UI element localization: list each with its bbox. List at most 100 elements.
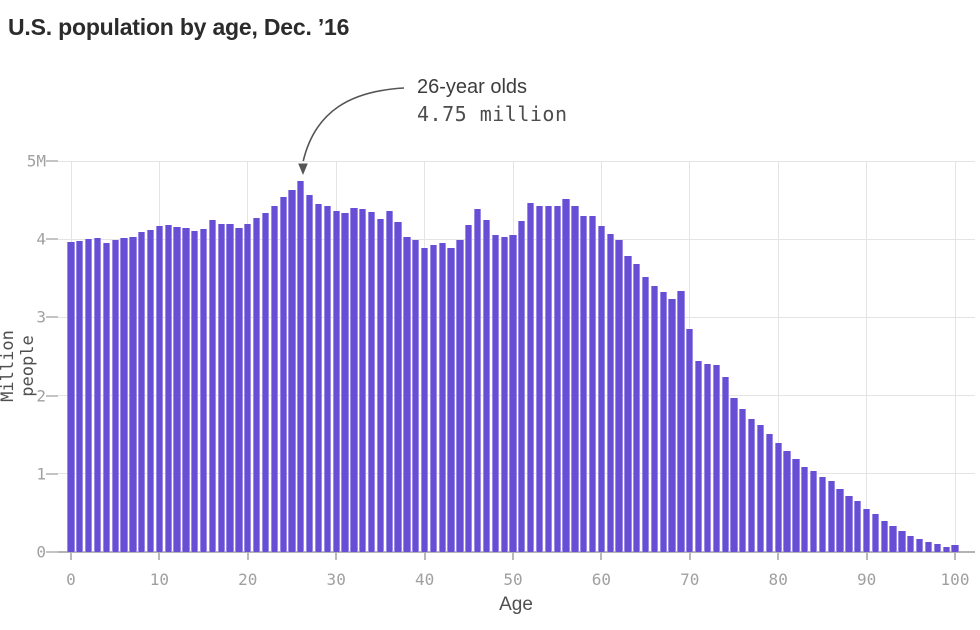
y-tick-label: 0 [36, 542, 46, 562]
bar-age-2 [85, 239, 93, 552]
bar-age-24 [279, 196, 287, 552]
bar-age-67 [659, 292, 667, 552]
bar-age-94 [898, 530, 906, 552]
bar-age-74 [721, 376, 729, 552]
vertical-gridline [777, 161, 779, 552]
bar-age-73 [712, 365, 720, 552]
bar-age-70 [686, 329, 694, 552]
bar-age-16 [208, 219, 217, 552]
bar-age-5 [111, 239, 119, 552]
bar-age-10 [155, 225, 164, 552]
bar-age-34 [367, 211, 376, 552]
bar-age-18 [226, 224, 234, 552]
x-tick-label: 20 [238, 570, 258, 589]
bar-age-17 [217, 224, 225, 552]
x-axis-title: Age [499, 594, 533, 615]
bar-age-45 [465, 225, 473, 552]
bar-age-27 [306, 194, 314, 552]
x-tick-label: 60 [591, 570, 612, 589]
bar-age-60 [597, 225, 606, 552]
bar-age-26 [297, 180, 305, 552]
bar-age-33 [359, 209, 367, 552]
bar-age-7 [129, 236, 137, 552]
bar-age-13 [182, 228, 190, 552]
y-tick-label: 3 [36, 307, 46, 327]
bar-age-38 [403, 236, 411, 552]
bar-age-41 [429, 245, 438, 552]
y-axis-tick [46, 316, 58, 319]
bar-age-35 [376, 218, 385, 552]
bar-age-100 [951, 544, 959, 552]
bar-age-0 [67, 242, 75, 552]
bar-age-88 [845, 495, 853, 552]
x-axis-tick [70, 553, 72, 560]
bar-age-44 [456, 239, 464, 552]
bar-age-21 [252, 218, 261, 552]
chart-title: U.S. population by age, Dec. ’16 [8, 14, 350, 40]
bar-age-93 [889, 526, 897, 552]
bar-age-8 [138, 232, 146, 552]
bar-age-36 [385, 211, 393, 552]
bar-age-52 [527, 203, 535, 552]
bar-age-39 [412, 239, 420, 552]
bar-age-4 [102, 243, 110, 552]
bar-age-96 [915, 538, 924, 552]
bar-age-6 [120, 237, 128, 552]
bar-age-87 [836, 489, 844, 552]
bar-age-37 [394, 221, 402, 552]
vertical-gridline [954, 161, 956, 552]
bar-age-64 [633, 264, 641, 552]
annotation-label: 26-year olds [417, 76, 528, 98]
bar-age-80 [774, 443, 782, 552]
bar-age-1 [76, 240, 84, 552]
y-tick-label: 5M [26, 151, 46, 171]
y-tick-label: 2 [36, 386, 46, 406]
horizontal-gridline [57, 160, 975, 162]
x-axis-tick [954, 553, 956, 560]
bar-age-49 [500, 236, 508, 552]
y-axis-tick [46, 472, 58, 475]
bar-age-56 [562, 198, 570, 552]
bar-age-50 [509, 234, 517, 552]
x-axis-tick [423, 553, 426, 560]
annotation: 26-year olds 4.75 million [417, 74, 568, 128]
bar-age-54 [544, 206, 552, 552]
bar-age-72 [703, 363, 712, 552]
annotation-value: 4.75 million [417, 102, 568, 126]
bar-age-43 [447, 247, 455, 552]
bar-age-77 [748, 419, 756, 552]
bar-age-20 [244, 224, 252, 552]
bar-age-69 [677, 290, 685, 552]
x-tick-label: 80 [768, 570, 788, 589]
bar-age-98 [933, 544, 941, 552]
bar-age-79 [765, 433, 773, 552]
x-tick-label: 30 [326, 570, 346, 589]
bar-age-32 [350, 207, 358, 552]
x-axis-tick [512, 553, 514, 560]
bar-age-92 [880, 520, 888, 552]
x-tick-label: 90 [856, 570, 877, 589]
x-tick-label: 100 [940, 570, 970, 589]
bar-age-99 [942, 547, 950, 552]
bar-age-59 [588, 215, 597, 552]
x-axis-tick [158, 553, 161, 560]
x-axis-tick [335, 553, 338, 560]
y-tick-label: 4 [36, 229, 46, 249]
bar-age-86 [827, 480, 835, 552]
bar-age-30 [332, 211, 340, 552]
y-axis-tick [46, 238, 58, 241]
bar-age-42 [438, 243, 446, 552]
bar-age-66 [650, 286, 659, 552]
bar-age-14 [191, 230, 199, 552]
bar-age-12 [173, 226, 181, 552]
bar-age-81 [783, 451, 791, 552]
y-tick-label: 1 [36, 464, 46, 484]
x-axis-tick [865, 553, 868, 560]
y-axis-tick [46, 394, 58, 397]
bar-age-76 [739, 408, 747, 552]
y-axis-tick [46, 160, 58, 162]
bar-age-47 [482, 219, 491, 552]
bar-age-57 [571, 205, 579, 552]
